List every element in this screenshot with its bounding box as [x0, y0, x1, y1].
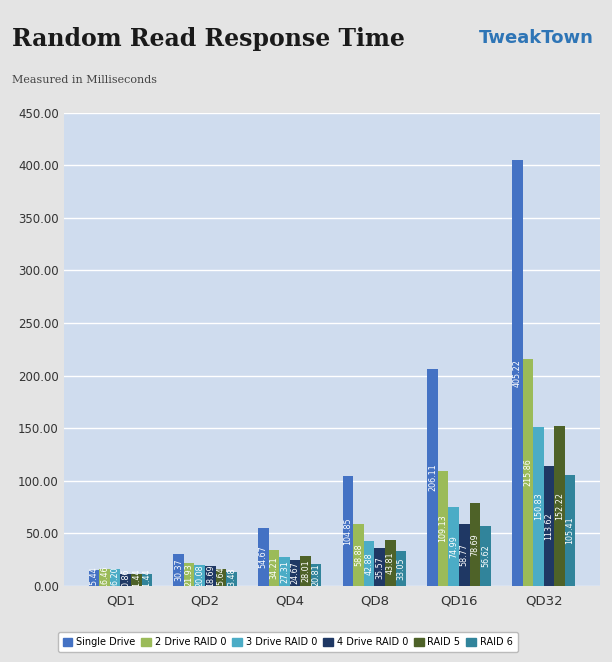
Text: 30.37: 30.37 — [174, 559, 183, 581]
Text: Measured in Milliseconds: Measured in Milliseconds — [12, 75, 157, 85]
Bar — [110, 569, 121, 586]
Bar — [121, 575, 131, 586]
Bar — [173, 554, 184, 586]
Text: 11.44: 11.44 — [132, 569, 141, 591]
Text: Random Read Response Time: Random Read Response Time — [12, 27, 405, 51]
Bar — [343, 475, 353, 586]
Text: 20.08: 20.08 — [195, 564, 204, 587]
Bar — [512, 160, 523, 586]
Text: 35.57: 35.57 — [375, 555, 384, 579]
Text: 21.93: 21.93 — [185, 563, 193, 586]
Bar — [364, 541, 375, 586]
Bar — [533, 427, 543, 586]
Bar — [205, 566, 215, 586]
Text: 15.64: 15.64 — [217, 566, 225, 589]
Bar — [449, 507, 459, 586]
Bar — [554, 426, 565, 586]
Bar — [89, 569, 99, 586]
Text: 18.69: 18.69 — [206, 565, 215, 587]
Text: 78.69: 78.69 — [471, 533, 479, 556]
Bar — [215, 569, 226, 586]
Bar — [427, 369, 438, 586]
Bar — [279, 557, 289, 586]
Legend: Single Drive, 2 Drive RAID 0, 3 Drive RAID 0, 4 Drive RAID 0, RAID 5, RAID 6: Single Drive, 2 Drive RAID 0, 3 Drive RA… — [58, 632, 518, 652]
Bar — [269, 550, 279, 586]
Text: 150.83: 150.83 — [534, 493, 543, 520]
Text: 43.81: 43.81 — [386, 551, 395, 574]
Text: 34.21: 34.21 — [269, 557, 278, 579]
Text: 16.20: 16.20 — [111, 566, 119, 589]
Bar — [459, 524, 469, 586]
Text: 10.86: 10.86 — [121, 569, 130, 591]
Text: 11.44: 11.44 — [143, 569, 151, 591]
Text: 109.13: 109.13 — [439, 514, 447, 542]
Text: 13.48: 13.48 — [227, 567, 236, 590]
Text: 58.77: 58.77 — [460, 544, 469, 567]
Text: 104.85: 104.85 — [343, 517, 353, 545]
Text: 16.46: 16.46 — [100, 566, 109, 589]
Text: 54.67: 54.67 — [259, 545, 267, 569]
Bar — [99, 569, 110, 586]
Text: 113.62: 113.62 — [545, 512, 553, 540]
Text: 33.05: 33.05 — [397, 557, 405, 580]
Text: 42.88: 42.88 — [365, 552, 373, 575]
Bar — [469, 503, 480, 586]
Text: 15.44: 15.44 — [89, 567, 99, 589]
Text: 74.99: 74.99 — [449, 535, 458, 558]
Text: 206.11: 206.11 — [428, 463, 437, 491]
Bar — [141, 574, 152, 586]
Bar — [195, 565, 205, 586]
Bar — [226, 572, 237, 586]
Text: 24.67: 24.67 — [291, 561, 299, 585]
Bar — [300, 556, 311, 586]
Text: TweakTown: TweakTown — [479, 29, 594, 48]
Bar — [523, 359, 533, 586]
Bar — [311, 564, 321, 586]
Bar — [184, 563, 195, 586]
Bar — [395, 551, 406, 586]
Bar — [131, 574, 141, 586]
Text: 56.62: 56.62 — [481, 545, 490, 567]
Text: 27.31: 27.31 — [280, 560, 289, 583]
Bar — [565, 475, 575, 586]
Bar — [375, 548, 385, 586]
Text: 405.22: 405.22 — [513, 359, 521, 387]
Bar — [480, 526, 491, 586]
Text: 20.81: 20.81 — [312, 563, 321, 587]
Bar — [353, 524, 364, 586]
Bar — [543, 466, 554, 586]
Text: 58.88: 58.88 — [354, 544, 363, 566]
Bar — [289, 560, 300, 586]
Text: 152.22: 152.22 — [555, 492, 564, 520]
Bar — [258, 528, 269, 586]
Bar — [438, 471, 449, 586]
Text: 215.86: 215.86 — [523, 459, 532, 486]
Text: 28.01: 28.01 — [301, 560, 310, 583]
Text: 105.41: 105.41 — [565, 516, 575, 544]
Bar — [385, 540, 395, 586]
